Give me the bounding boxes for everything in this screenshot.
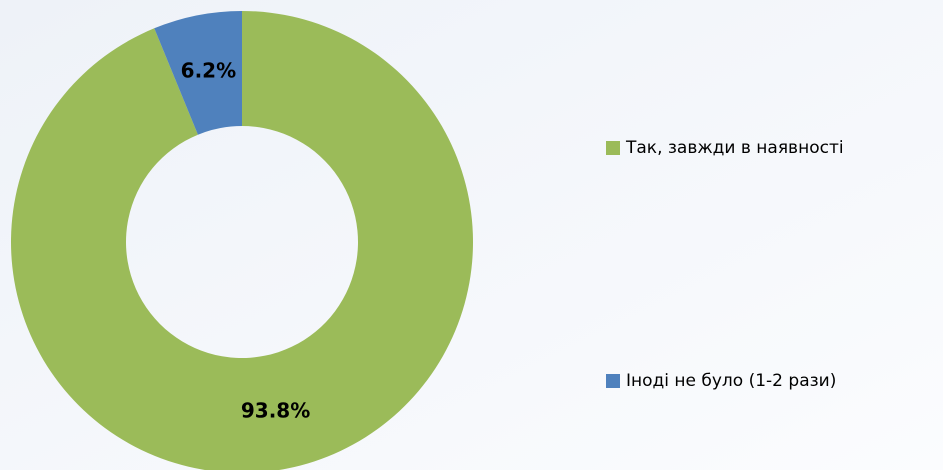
legend-label: Так, завжди в наявності (625, 138, 844, 158)
legend-swatch (606, 141, 620, 155)
donut-segment (154, 11, 242, 135)
data-label: 6.2% (181, 58, 236, 82)
data-label: 93.8% (241, 399, 310, 423)
legend-swatch (606, 374, 620, 388)
legend-label: Іноді не було (1-2 рази) (626, 371, 836, 391)
donut-segment (11, 11, 473, 470)
